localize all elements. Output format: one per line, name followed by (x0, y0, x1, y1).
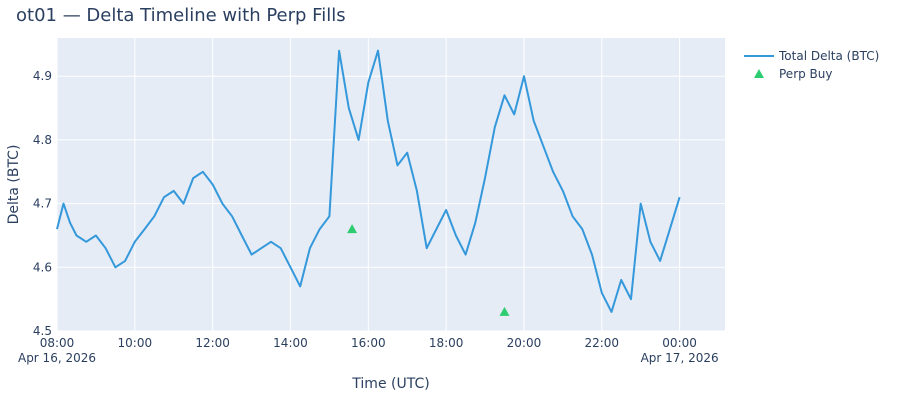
series-layer (56, 49, 681, 316)
x-tick-sublabel: Apr 16, 2026 (18, 351, 96, 365)
x-tick-label: 10:00 (118, 336, 153, 350)
legend-label[interactable]: Perp Buy (779, 67, 833, 81)
perp-buy-marker (499, 306, 510, 316)
perp-buy-marker (347, 224, 358, 234)
x-tick-label: 22:00 (584, 336, 619, 350)
x-tick-sublabel: Apr 17, 2026 (641, 351, 719, 365)
chart-title: ot01 — Delta Timeline with Perp Fills (16, 5, 346, 26)
y-tick-label: 4.9 (33, 69, 52, 83)
x-tick-label: 18:00 (429, 336, 464, 350)
y-axis-title: Delta (BTC) (6, 145, 22, 225)
legend-marker-swatch (754, 69, 764, 78)
x-tick-label: 16:00 (351, 336, 386, 350)
x-tick-label: 20:00 (507, 336, 542, 350)
y-tick-label: 4.5 (33, 324, 52, 338)
x-tick-label: 12:00 (195, 336, 230, 350)
grid-lines (56, 38, 725, 332)
x-axis-title: Time (UTC) (351, 376, 429, 392)
y-tick-label: 4.6 (33, 260, 52, 274)
legend[interactable]: Total Delta (BTC) Perp Buy (744, 49, 879, 81)
y-tick-label: 4.8 (33, 133, 52, 147)
y-tick-label: 4.7 (33, 197, 52, 211)
x-tick-label: 00:00 (662, 336, 697, 350)
y-axis-ticks: 4.5 4.6 4.7 4.8 4.9 (33, 69, 52, 338)
x-tick-label: 08:00 (40, 336, 75, 350)
legend-label[interactable]: Total Delta (BTC) (778, 49, 879, 63)
x-tick-label: 14:00 (273, 336, 308, 350)
plot-area (57, 38, 725, 331)
delta-series-line (56, 49, 681, 313)
